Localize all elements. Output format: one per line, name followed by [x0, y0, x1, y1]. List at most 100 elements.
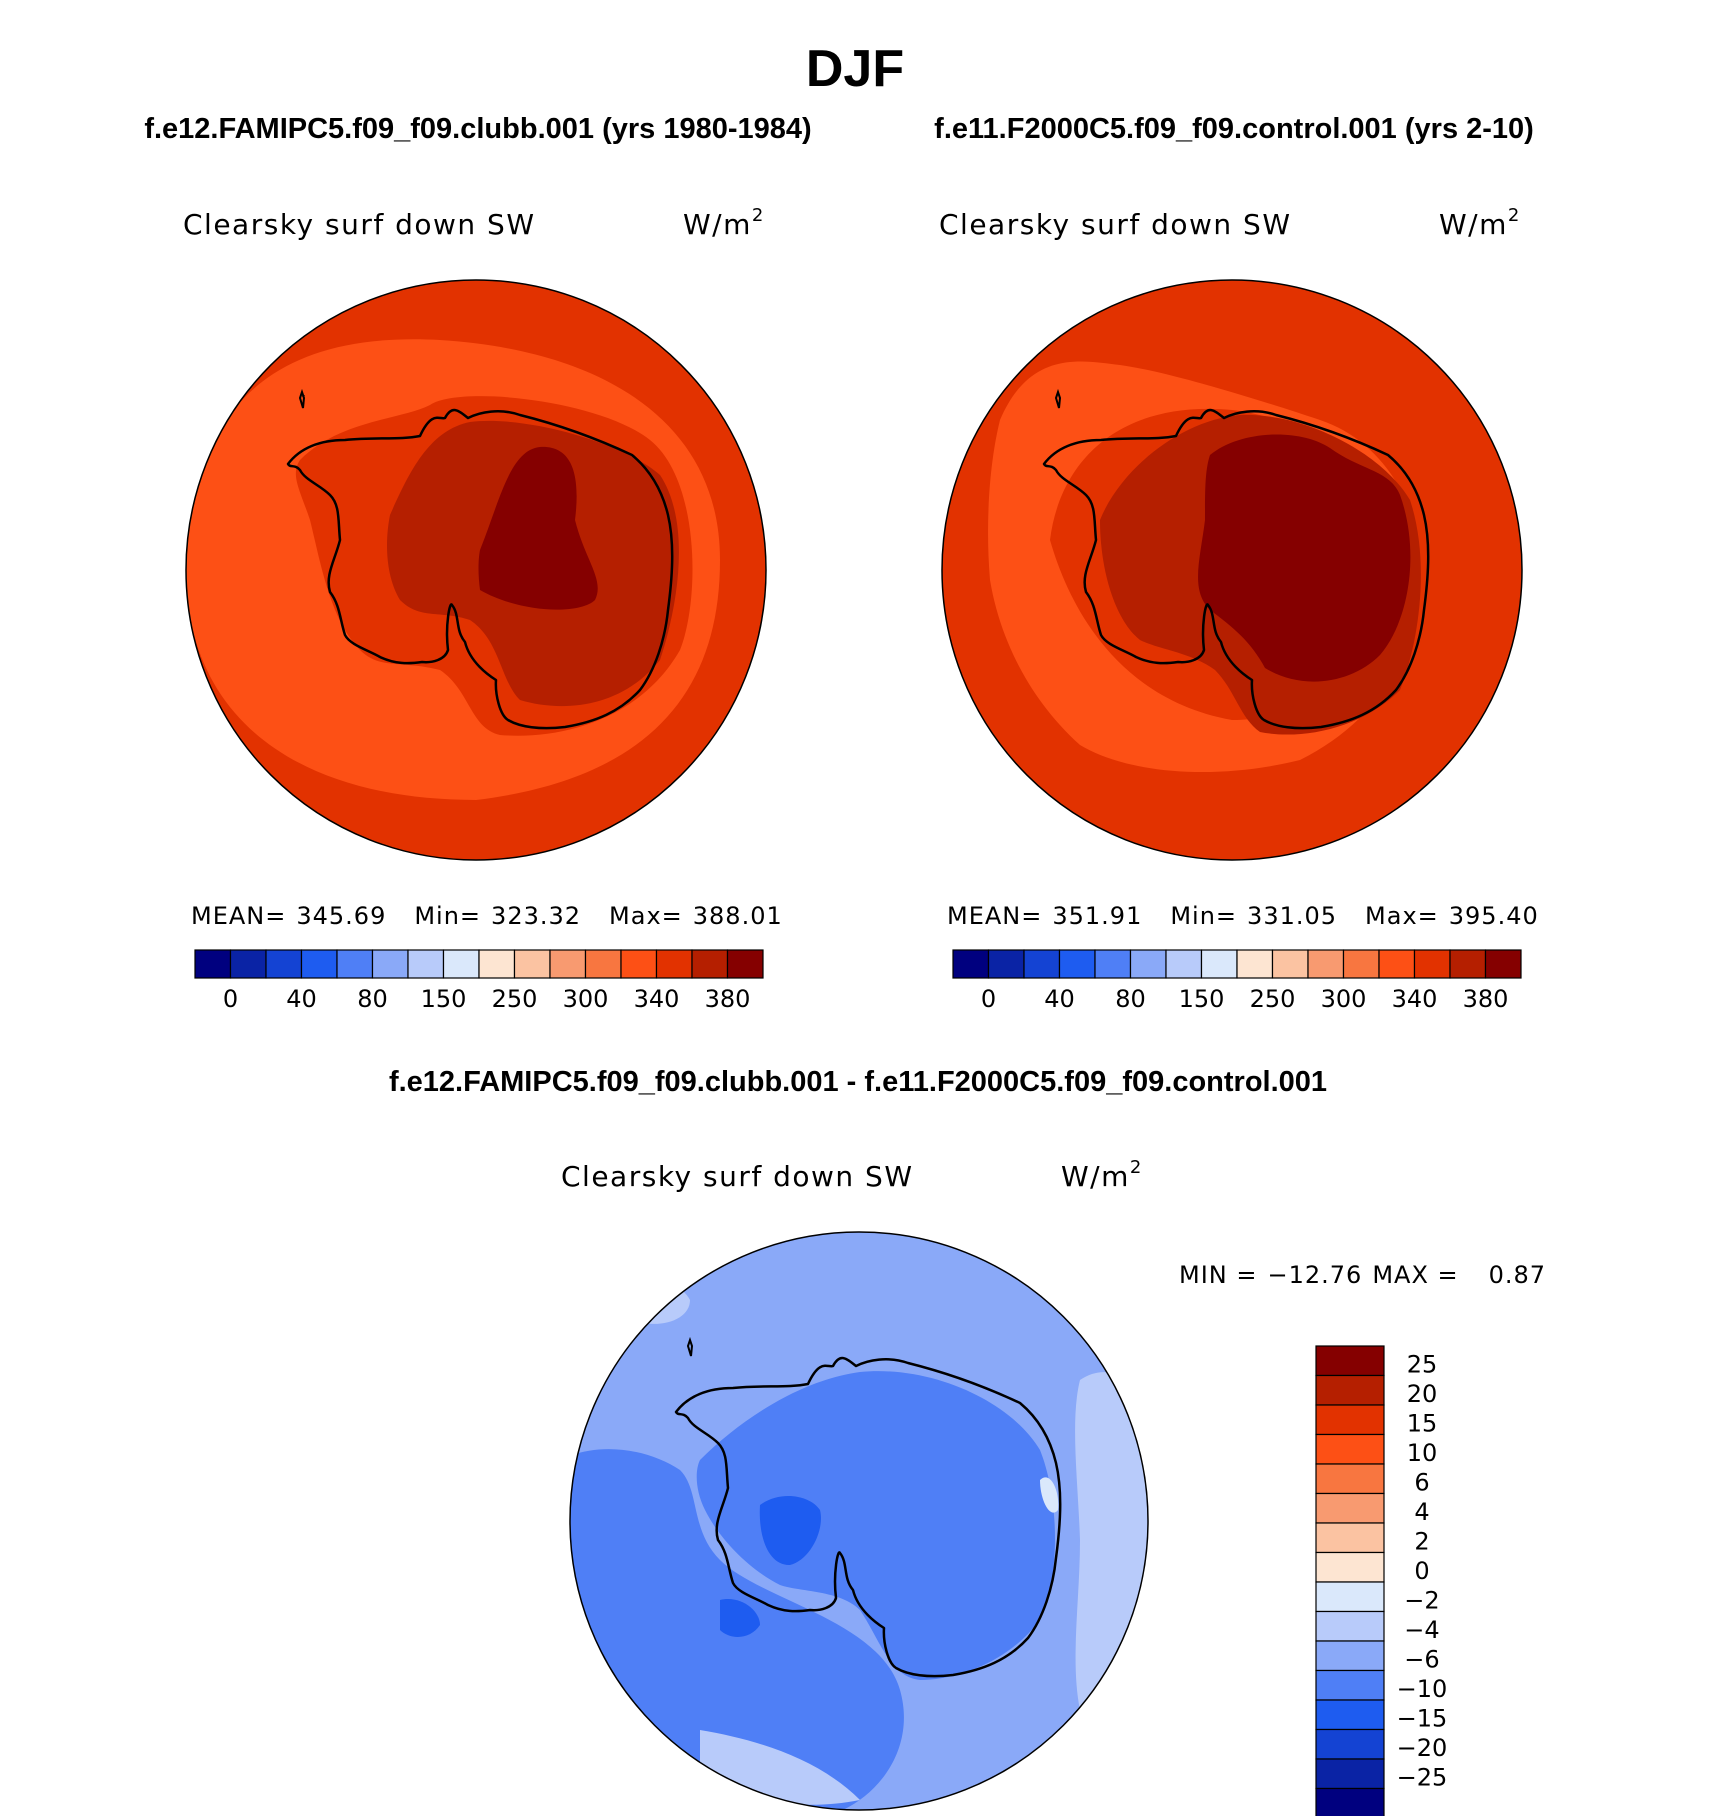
- antarctica-coastline: [1054, 388, 1062, 409]
- colorbar-tick-label: 80: [1115, 985, 1146, 1013]
- colorbar-swatch: [1315, 1787, 1385, 1816]
- map-land-region: [696, 1371, 1055, 1680]
- colorbar-swatch: [1200, 949, 1238, 979]
- map-light3-region: [600, 1279, 690, 1324]
- colorbar-swatch: [1342, 949, 1380, 979]
- case-colorbar: 0 40 80 150 250 300 340 380: [194, 949, 764, 1013]
- colorbar-tick-label: 6: [1414, 1469, 1429, 1497]
- control-variable-label: Clearsky surf down SW: [939, 208, 1292, 241]
- difference-variable-label: Clearsky surf down SW: [561, 1160, 914, 1193]
- colorbar-tick-label: 4: [1414, 1498, 1429, 1526]
- case-stats: MEAN= 345.69 Min= 323.32 Max= 388.01: [191, 902, 783, 930]
- case-polar-map: [185, 279, 767, 861]
- map-band-region: [988, 361, 1420, 772]
- antarctica-coastline: [674, 1356, 1062, 1678]
- colorbar-swatch: [1271, 949, 1309, 979]
- antarctica-coastline: [1042, 408, 1430, 730]
- colorbar-swatch: [442, 949, 480, 979]
- colorbar-tick-label: −4: [1404, 1616, 1439, 1644]
- colorbar-swatch: [620, 949, 658, 979]
- colorbar-swatch: [371, 949, 409, 979]
- colorbar-tick-label: 380: [705, 985, 751, 1013]
- colorbar-swatch: [1165, 949, 1203, 979]
- colorbar-tick-label: 250: [492, 985, 538, 1013]
- map-lightest-region: [1040, 1477, 1059, 1513]
- colorbar-swatch: [655, 949, 693, 979]
- colorbar-swatch: [336, 949, 374, 979]
- colorbar-swatch: [1315, 1404, 1385, 1436]
- colorbar-swatch: [952, 949, 990, 979]
- map-dark1-region: [759, 1495, 821, 1566]
- colorbar-swatch: [1315, 1669, 1385, 1701]
- colorbar-tick-label: −15: [1397, 1705, 1448, 1733]
- colorbar-tick-label: 300: [563, 985, 609, 1013]
- antarctica-coastline: [298, 388, 306, 409]
- control-stats: MEAN= 351.91 Min= 331.05 Max= 395.40: [947, 902, 1539, 930]
- colorbar-tick-label: 20: [1407, 1380, 1438, 1408]
- colorbar-swatch: [726, 949, 764, 979]
- difference-units-label: W/m2: [1061, 1157, 1143, 1193]
- colorbar-swatch: [1129, 949, 1167, 979]
- colorbar-tick-label: −2: [1404, 1587, 1439, 1615]
- colorbar-swatch: [691, 949, 729, 979]
- colorbar-swatch: [1484, 949, 1522, 979]
- colorbar-tick-label: 15: [1407, 1410, 1438, 1438]
- colorbar-swatch: [549, 949, 587, 979]
- figure-title: DJF: [806, 40, 904, 98]
- colorbar-tick-label: 340: [634, 985, 680, 1013]
- colorbar-tick-label: 0: [981, 985, 996, 1013]
- colorbar-swatch: [1315, 1551, 1385, 1583]
- case-panel-heading: f.e12.FAMIPC5.f09_f09.clubb.001 (yrs 198…: [144, 113, 811, 145]
- colorbar-swatch: [513, 949, 551, 979]
- colorbar-swatch: [1315, 1699, 1385, 1731]
- colorbar-swatch: [265, 949, 303, 979]
- colorbar-swatch: [194, 949, 232, 979]
- difference-panel-heading: f.e12.FAMIPC5.f09_f09.clubb.001 - f.e11.…: [389, 1066, 1327, 1098]
- map-dome-region: [1198, 434, 1411, 682]
- colorbar-tick-label: 0: [223, 985, 238, 1013]
- colorbar-tick-label: −25: [1397, 1764, 1448, 1792]
- control-units-label: W/m2: [1439, 205, 1521, 241]
- colorbar-tick-label: −6: [1404, 1646, 1439, 1674]
- colorbar-swatch: [1315, 1581, 1385, 1613]
- antarctica-coastline: [302, 394, 305, 398]
- colorbar-swatch: [1315, 1463, 1385, 1495]
- colorbar-swatch: [1236, 949, 1274, 979]
- colorbar-tick-label: 250: [1250, 985, 1296, 1013]
- colorbar-swatch: [1378, 949, 1416, 979]
- colorbar-swatch: [1315, 1728, 1385, 1760]
- map-dome-region: [478, 446, 598, 610]
- colorbar-tick-label: −10: [1397, 1675, 1448, 1703]
- colorbar-tick-label: 150: [1179, 985, 1225, 1013]
- case-units-label: W/m2: [683, 205, 765, 241]
- map-dark2-region: [720, 1599, 760, 1637]
- case-variable-label: Clearsky surf down SW: [183, 208, 536, 241]
- antarctica-coastline: [686, 1336, 694, 1357]
- colorbar-swatch: [1449, 949, 1487, 979]
- colorbar-swatch: [229, 949, 267, 979]
- colorbar-swatch: [987, 949, 1025, 979]
- colorbar-swatch: [478, 949, 516, 979]
- colorbar-swatch: [1315, 1433, 1385, 1465]
- colorbar-tick-label: 40: [1044, 985, 1075, 1013]
- colorbar-tick-label: 40: [286, 985, 317, 1013]
- colorbar-swatch: [1315, 1640, 1385, 1672]
- colorbar-swatch: [1094, 949, 1132, 979]
- colorbar-swatch: [407, 949, 445, 979]
- colorbar-tick-label: 25: [1407, 1351, 1438, 1379]
- difference-minmax: MIN = −12.76 MAX = 0.87: [1179, 1261, 1546, 1289]
- colorbar-tick-label: 150: [421, 985, 467, 1013]
- colorbar-tick-label: 80: [357, 985, 388, 1013]
- control-panel-heading: f.e11.F2000C5.f09_f09.control.001 (yrs 2…: [934, 113, 1534, 145]
- colorbar-swatch: [1413, 949, 1451, 979]
- colorbar-swatch: [1315, 1345, 1385, 1377]
- colorbar-tick-label: 340: [1392, 985, 1438, 1013]
- colorbar-tick-label: 300: [1321, 985, 1367, 1013]
- control-polar-map: [941, 279, 1523, 861]
- control-colorbar: 0 40 80 150 250 300 340 380: [952, 949, 1522, 1013]
- colorbar-swatch: [1023, 949, 1061, 979]
- colorbar-swatch: [1315, 1492, 1385, 1524]
- colorbar-tick-label: 2: [1414, 1528, 1429, 1556]
- colorbar-swatch: [1315, 1610, 1385, 1642]
